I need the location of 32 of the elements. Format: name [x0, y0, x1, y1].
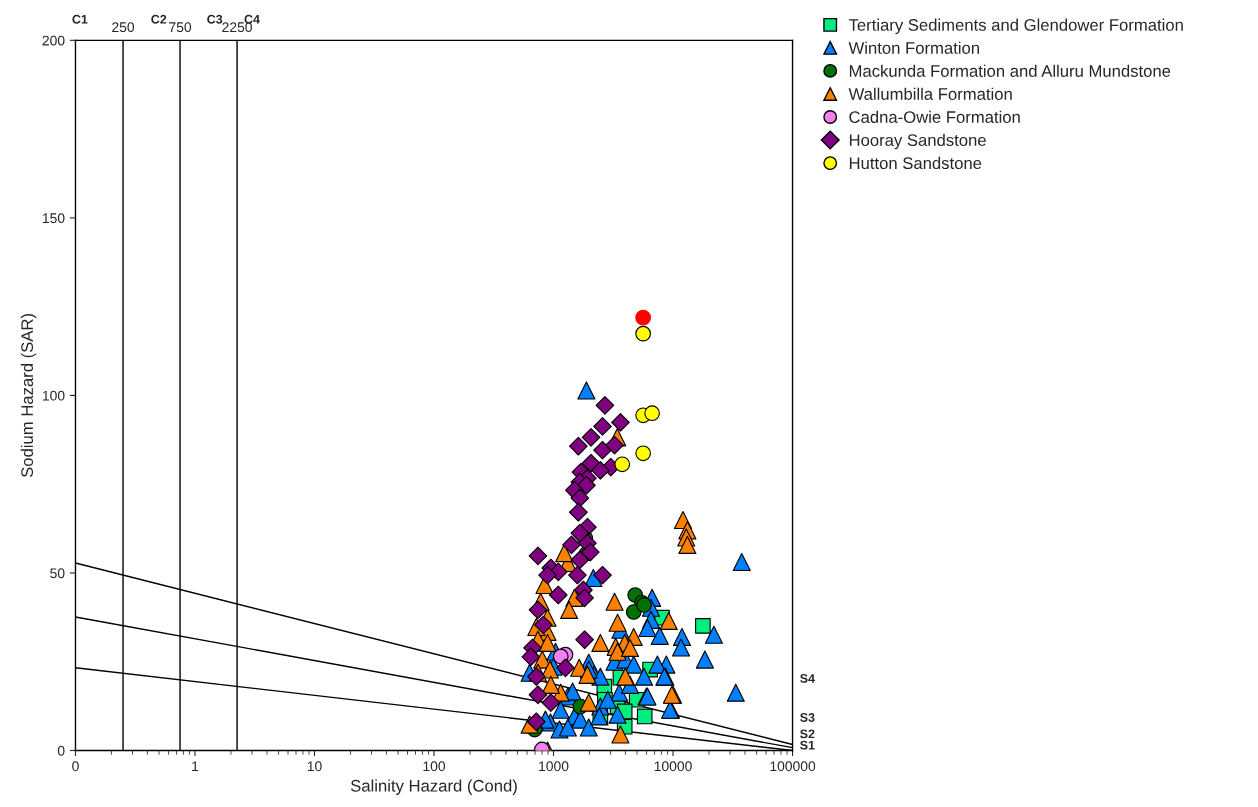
text: S2 [800, 729, 815, 739]
legend-label: Hooray Sandstone [849, 133, 986, 150]
x-tick-label: 10 [307, 761, 322, 772]
legend-label: Hutton Sandstone [849, 156, 982, 170]
x-tick-label: 10000 [654, 761, 692, 772]
text: S3 [800, 713, 815, 722]
ref-line-label: 750 [169, 22, 192, 33]
x-tick-label: 1 [192, 761, 199, 771]
text: C2 [151, 14, 167, 24]
text: C4 [244, 14, 260, 24]
text: C3 [207, 14, 223, 24]
y-tick-label: 200 [42, 35, 65, 46]
ref-line-label: 250 [112, 22, 135, 33]
x-tick-label: 100 [423, 761, 446, 772]
y-axis-title: Sodium Hazard (SAR) [20, 314, 37, 478]
x-tick-label: 1000 [539, 761, 569, 772]
legend-label: Winton Formation [848, 41, 979, 54]
legend-label: Wallumbilla Formation [848, 87, 1012, 100]
x-tick-label: 0 [72, 761, 79, 772]
text: C1 [72, 14, 88, 24]
y-tick-label: 50 [50, 568, 65, 579]
x-tick-label: 100000 [770, 761, 816, 772]
legend-label: Cadna-Owie Formation [849, 110, 1020, 123]
y-tick-label: 100 [42, 390, 65, 401]
y-tick-label: 150 [42, 213, 65, 224]
legend-label: Tertiary Sediments and Glendower Formation [848, 18, 1183, 35]
legend-label: Mackunda Formation and Alluru Mundstone [849, 64, 1171, 77]
ref-line-label: 2250 [222, 22, 252, 33]
y-tick-label: 0 [57, 745, 65, 756]
x-axis-title: Salinity Hazard (Cond) [350, 779, 517, 795]
text: S1 [800, 740, 815, 750]
text: S4 [800, 674, 815, 683]
